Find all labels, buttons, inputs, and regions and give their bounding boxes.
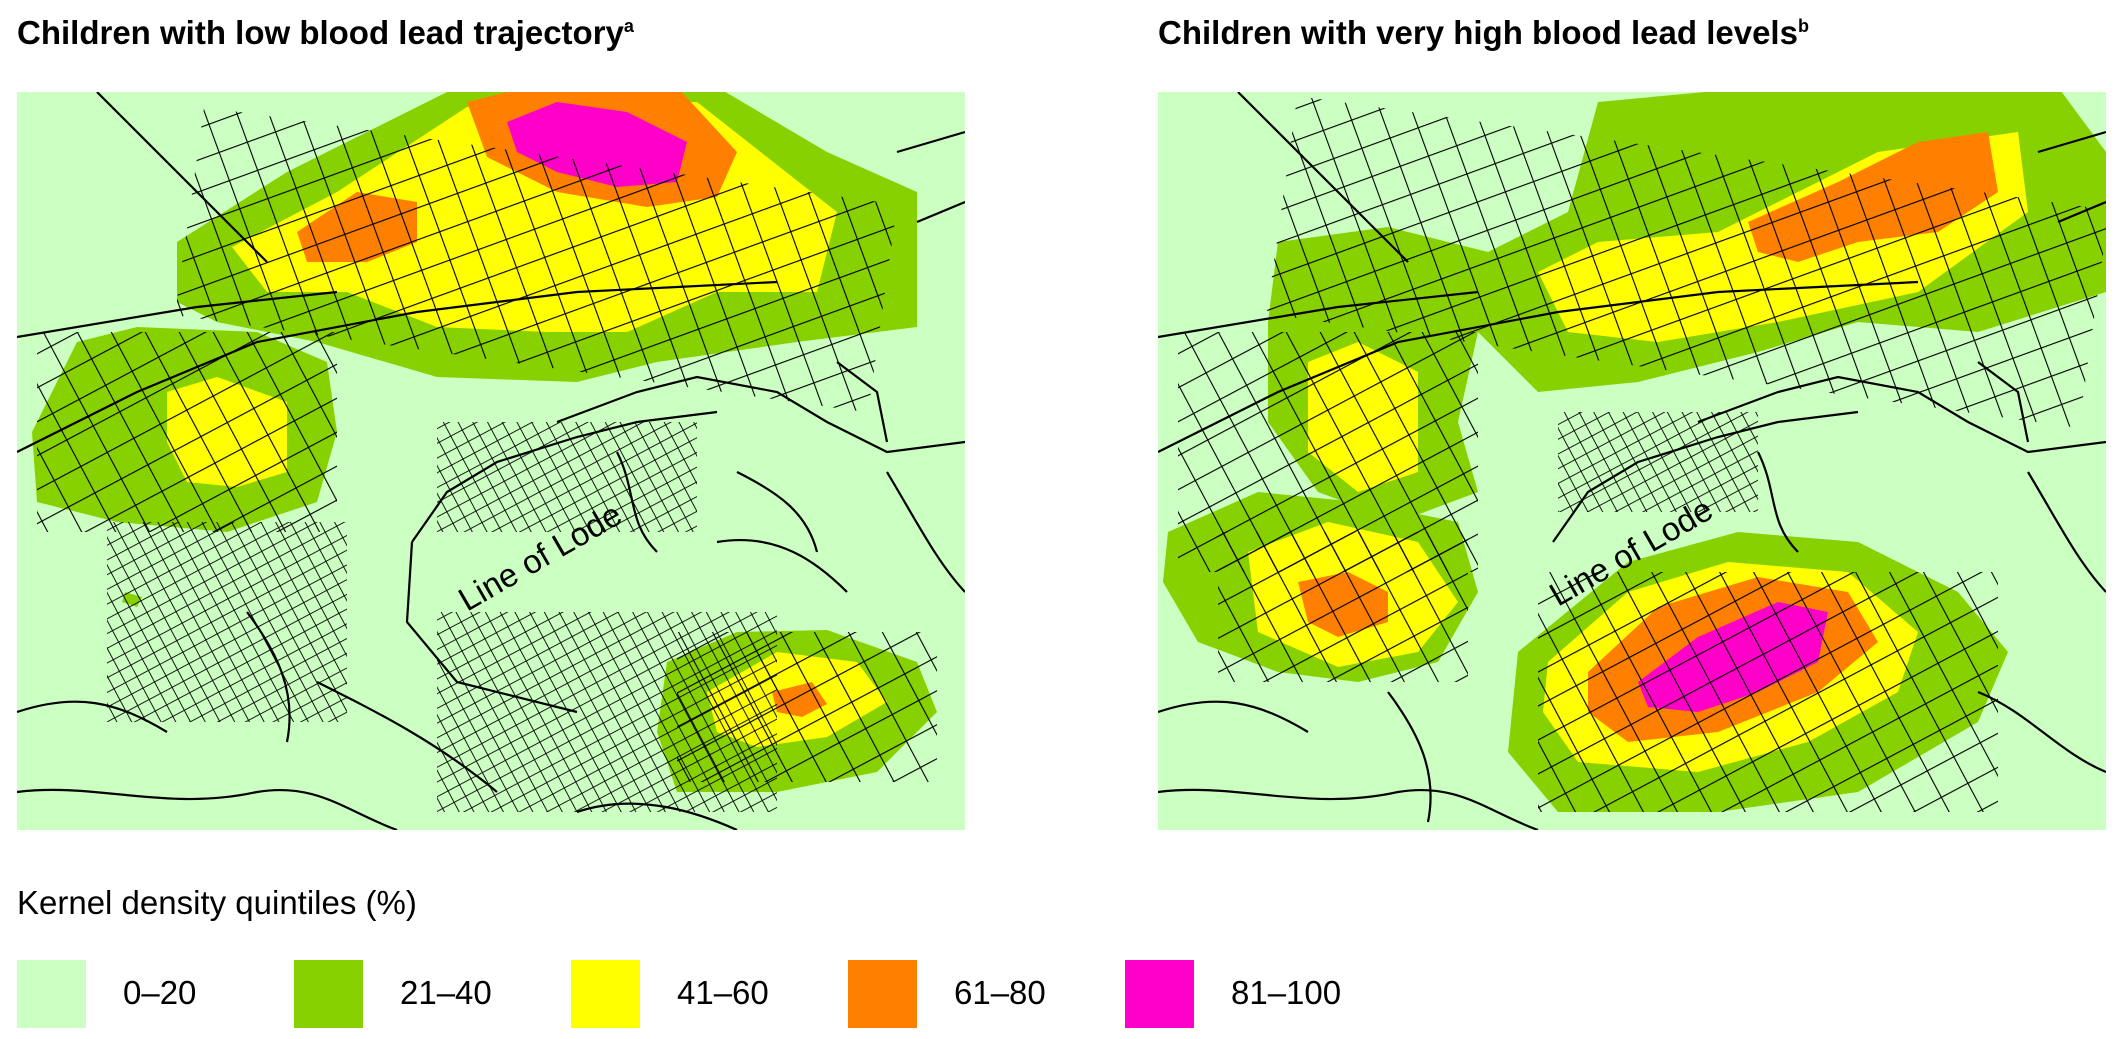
road	[17, 788, 398, 830]
road-network	[1178, 96, 2106, 812]
road	[556, 375, 965, 454]
road	[316, 681, 498, 793]
panel-title-very-high-levels: Children with very high blood lead level…	[1158, 14, 1809, 52]
street-grid	[1218, 532, 1468, 682]
road	[896, 130, 965, 154]
panel-title-text: Children with very high blood lead level…	[1158, 14, 1798, 51]
road	[17, 280, 778, 453]
road	[411, 410, 718, 543]
panel-title-superscript: b	[1797, 16, 1809, 36]
road	[1158, 290, 1479, 339]
road	[2037, 130, 2106, 154]
road	[1977, 690, 2106, 774]
street-grid	[174, 107, 898, 413]
road	[1158, 788, 1539, 830]
road	[716, 538, 848, 593]
road	[1158, 700, 1309, 733]
road	[576, 802, 738, 830]
legend-label: 81–100	[1231, 974, 1342, 1011]
legend-label: 61–80	[954, 974, 1046, 1011]
street-grid	[107, 522, 347, 722]
panel-title-text: Children with low blood lead trajectory	[17, 14, 624, 51]
panel-title-superscript: a	[623, 16, 634, 36]
road	[17, 700, 168, 733]
road	[1697, 375, 2106, 454]
road	[405, 541, 578, 714]
road	[1552, 410, 1859, 543]
legend-swatch	[848, 960, 917, 1028]
street-grid	[1538, 572, 1998, 812]
road	[2027, 471, 2106, 593]
road	[2057, 200, 2106, 224]
roads	[17, 92, 965, 830]
legend-swatch	[571, 960, 640, 1028]
street-grid	[437, 422, 697, 532]
map-canvas: Line of Lode	[17, 92, 965, 830]
map-very-high-levels: Line of Lode	[1158, 92, 2106, 830]
street-grid	[37, 332, 337, 532]
legend-label: 0–20	[123, 974, 197, 1011]
panel-title-low-trajectory: Children with low blood lead trajectorya	[17, 14, 634, 52]
road	[836, 361, 889, 443]
road	[1237, 92, 1409, 263]
road	[736, 471, 819, 553]
map-canvas: Line of Lode	[1158, 92, 2106, 830]
road	[616, 451, 658, 553]
legend-title: Kernel density quintiles (%)	[17, 884, 417, 921]
road-network	[37, 107, 937, 812]
road	[1757, 451, 1799, 553]
street-grid	[1266, 96, 2106, 428]
street-grid	[677, 632, 937, 782]
road	[17, 290, 338, 339]
map-low-trajectory: Line of Lode	[17, 92, 965, 830]
legend-label: 21–40	[400, 974, 492, 1011]
road	[1977, 361, 2030, 443]
legend-swatch	[17, 960, 86, 1028]
road	[916, 200, 965, 224]
road	[1158, 280, 1919, 453]
road	[96, 92, 268, 263]
legend-swatch	[294, 960, 363, 1028]
legend-label: 41–60	[677, 974, 769, 1011]
street-grid	[1558, 412, 1758, 512]
road	[886, 471, 965, 593]
legend-swatch	[1125, 960, 1194, 1028]
roads	[1158, 92, 2106, 830]
road	[1387, 691, 1432, 823]
road	[246, 611, 291, 743]
